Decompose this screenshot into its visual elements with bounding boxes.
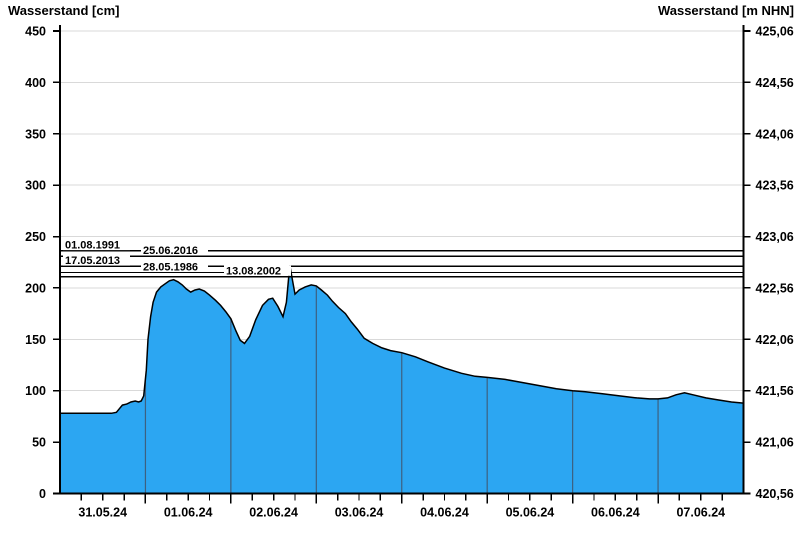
x-axis-date-label: 01.06.24 (164, 506, 213, 520)
x-axis-date-label: 31.05.24 (78, 506, 127, 520)
y-axis-right-tick-label: 423,06 (756, 230, 794, 244)
y-axis-left-tick-label: 200 (25, 281, 46, 295)
y-axis-left-tick-label: 400 (25, 76, 46, 90)
y-axis-right-tick-label: 420,56 (756, 487, 794, 501)
x-axis-date-label: 04.06.24 (420, 506, 469, 520)
y-axis-left-tick-label: 450 (25, 25, 46, 39)
left-axis-title: Wasserstand [cm] (8, 3, 120, 18)
y-axis-left-tick-label: 350 (25, 127, 46, 141)
x-axis-date-label: 05.06.24 (506, 506, 555, 520)
reference-line-label: 28.05.1986 (143, 261, 198, 273)
y-axis-left-tick-label: 300 (25, 179, 46, 193)
reference-line-label: 17.05.2013 (65, 255, 120, 267)
x-axis-date-label: 03.06.24 (335, 506, 384, 520)
right-axis-title: Wasserstand [m NHN] (657, 3, 794, 18)
reference-label-background (141, 244, 208, 256)
x-axis-date-label: 06.06.24 (591, 506, 640, 520)
y-axis-left-tick-label: 100 (25, 384, 46, 398)
y-axis-right-tick-label: 423,56 (756, 179, 794, 193)
reference-line-label: 01.08.1991 (65, 240, 120, 252)
y-axis-left-tick-label: 150 (25, 333, 46, 347)
y-axis-left-tick-label: 0 (39, 487, 46, 501)
y-axis-right-tick-label: 424,56 (756, 76, 794, 90)
y-axis-right-tick-label: 425,06 (756, 25, 794, 39)
reference-label-background (224, 265, 291, 276)
y-axis-right-tick-label: 422,06 (756, 333, 794, 347)
reference-label-background (63, 255, 130, 266)
reference-line-label: 13.08.2002 (226, 265, 281, 277)
reference-label-background (141, 261, 208, 272)
y-axis-left-tick-label: 50 (32, 436, 46, 450)
y-axis-right-tick-label: 422,56 (756, 281, 794, 295)
reference-line-label: 25.06.2016 (143, 245, 198, 257)
y-axis-right-tick-label: 421,06 (756, 436, 794, 450)
day-separators (144, 265, 659, 494)
reference-label-background (63, 239, 130, 251)
x-axis-date-label: 02.06.24 (249, 506, 298, 520)
water-level-curve (60, 265, 744, 415)
y-axis-left-tick-label: 250 (25, 230, 46, 244)
y-axis-right-tick-label: 424,06 (756, 127, 794, 141)
x-axis-date-label: 07.06.24 (676, 506, 725, 520)
y-axis-right-tick-label: 421,56 (756, 384, 794, 398)
